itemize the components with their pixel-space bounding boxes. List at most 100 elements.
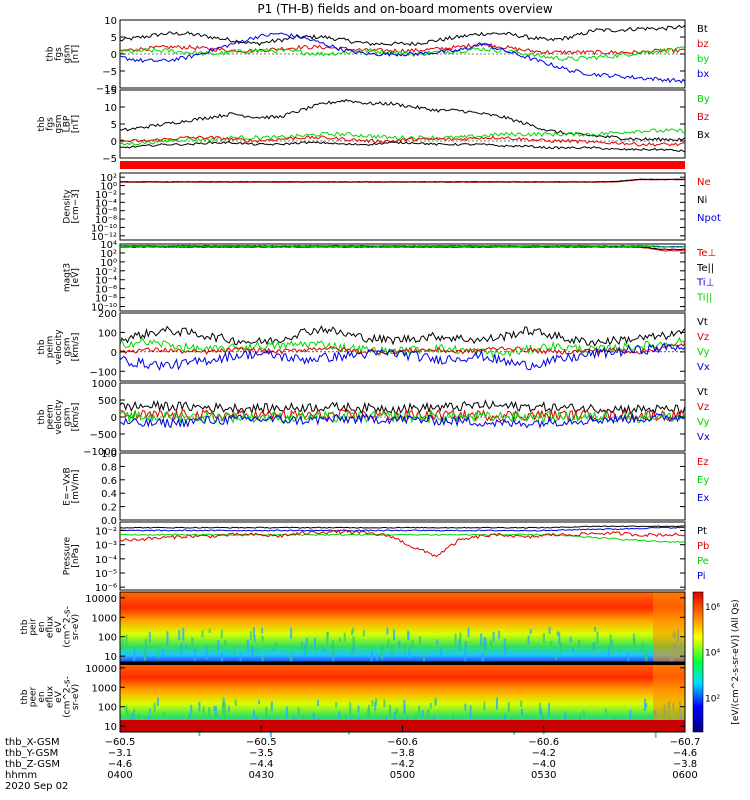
- series-peem_velocity-Vz: [119, 408, 686, 423]
- spectrogram-streak: [386, 627, 389, 635]
- spectrogram-streak: [191, 637, 194, 647]
- colorbar-label: [eV/(cm^2-s-sr-eV)] (All Qs): [731, 599, 741, 724]
- spectrogram-streak: [223, 702, 226, 715]
- legend-entry: Bz: [697, 112, 709, 123]
- x-row-label: hhmm: [5, 770, 37, 781]
- spectrogram-streak: [208, 707, 211, 718]
- y-tick-label: 10⁰: [100, 258, 117, 269]
- legend-entry: Bx: [697, 130, 710, 141]
- legend-entry: Vz: [697, 332, 709, 343]
- spectrogram-streak: [153, 702, 156, 713]
- spectrogram-streak: [326, 631, 329, 646]
- y-axis-label: thb: [46, 46, 56, 61]
- y-axis-label: [nT]: [71, 45, 81, 63]
- y-tick-label: −500: [90, 430, 117, 441]
- spectrogram-streak: [556, 631, 559, 636]
- series-fgs_gsm-bx: [119, 32, 686, 84]
- legend-entry: Ti||: [696, 292, 712, 303]
- spectrogram-streak: [222, 702, 224, 715]
- y-tick-label: 0: [111, 50, 117, 61]
- spectrogram-streak: [609, 634, 612, 648]
- y-axis-label: sr-eV): [71, 614, 81, 640]
- spectrogram-streak: [454, 633, 457, 647]
- spectrogram-streak: [253, 635, 256, 642]
- legend-entry: Vt: [697, 317, 708, 328]
- y-tick-label: −5: [102, 154, 117, 165]
- spectrogram-streak: [205, 646, 208, 660]
- spectrogram-streak: [223, 714, 226, 721]
- spectrogram-streak: [357, 705, 360, 713]
- y-axis-label: peem: [46, 404, 56, 430]
- legend-entry: Bt: [697, 24, 708, 35]
- spectrogram-streak: [407, 630, 410, 641]
- spectrogram-streak: [408, 647, 411, 659]
- spectrogram-streak: [332, 640, 334, 652]
- series-fgs_gsm_lbp-Bt: [120, 98, 686, 142]
- spectrogram-streak: [619, 648, 622, 653]
- y-tick-label: 0: [111, 413, 117, 424]
- spectrogram-streak: [290, 650, 293, 664]
- spectrogram-streak: [290, 627, 293, 639]
- spectrogram-streak: [338, 637, 341, 642]
- spectrogram-streak: [148, 632, 151, 643]
- y-axis-label: [mV/m]: [71, 470, 81, 504]
- series-peim_velocity-Vt: [119, 324, 686, 347]
- y-tick-label: 1000: [92, 683, 117, 694]
- y-axis-label: Density: [63, 189, 73, 224]
- x-tick-label: −3.1: [108, 748, 132, 759]
- y-axis-label: peir: [29, 618, 39, 636]
- x-tick-label: −4.6: [108, 759, 132, 770]
- spectrogram-streak: [367, 708, 370, 717]
- panel-frame: [119, 521, 686, 591]
- spectrogram-streak: [198, 701, 201, 712]
- series-peem_velocity-Vy: [119, 409, 686, 424]
- spectrogram-streak: [370, 653, 373, 667]
- spectrogram-streak: [504, 714, 507, 721]
- y-tick-label: 10: [104, 722, 117, 733]
- spectrogram-streak: [352, 636, 355, 645]
- spectrogram-streak: [645, 650, 648, 664]
- spectrogram-streak: [418, 705, 421, 717]
- spectrogram-streak: [239, 653, 242, 665]
- spectrogram-streak: [350, 649, 353, 657]
- spectrogram-streak: [222, 697, 225, 707]
- legend-entry: Npot: [697, 213, 721, 224]
- y-axis-label: [km/s]: [71, 403, 81, 432]
- spectrogram-streak: [133, 646, 136, 660]
- spectrogram-streak: [208, 628, 211, 633]
- x-tick-label: −60.6: [387, 737, 418, 748]
- y-axis-label: velocity: [54, 399, 64, 435]
- spectrogram-streak: [261, 654, 264, 667]
- spectrogram-streak: [349, 702, 352, 717]
- spectrogram-streak: [126, 711, 129, 717]
- x-tick-label: −4.2: [390, 759, 414, 770]
- spectrogram-streak: [569, 636, 572, 642]
- spectrogram-streak: [144, 638, 147, 648]
- y-axis-label: peim: [46, 336, 56, 359]
- y-tick-label: 1000: [92, 613, 117, 624]
- spectrogram-streak: [489, 639, 492, 647]
- legend-entry: Vx: [697, 432, 710, 443]
- spectrogram-streak: [527, 635, 530, 644]
- series-pressure-Pb: [119, 529, 686, 558]
- y-tick-label: 10000: [85, 664, 117, 675]
- y-axis-label: gsm: [63, 44, 73, 63]
- spectrogram-streak: [130, 712, 133, 722]
- spectrogram-streak: [371, 700, 374, 707]
- legend-entry: Pt: [697, 526, 707, 537]
- spectrogram-streak: [403, 700, 406, 712]
- y-axis-label: thb: [20, 619, 30, 634]
- spectrogram-streak: [395, 707, 398, 714]
- y-tick-label: 10⁻⁸: [95, 215, 117, 226]
- colorbar-tick-label: 10⁶: [705, 603, 720, 613]
- legend-entry: Vy: [697, 347, 710, 358]
- spectrogram-streak: [464, 641, 467, 651]
- spectrogram-streak: [503, 638, 506, 652]
- spectrogram-streak: [607, 646, 610, 656]
- y-tick-label: −100: [90, 367, 117, 378]
- spectrogram-streak: [317, 700, 319, 707]
- y-axis-label: eV: [54, 620, 64, 633]
- spectrogram-streak: [202, 706, 205, 713]
